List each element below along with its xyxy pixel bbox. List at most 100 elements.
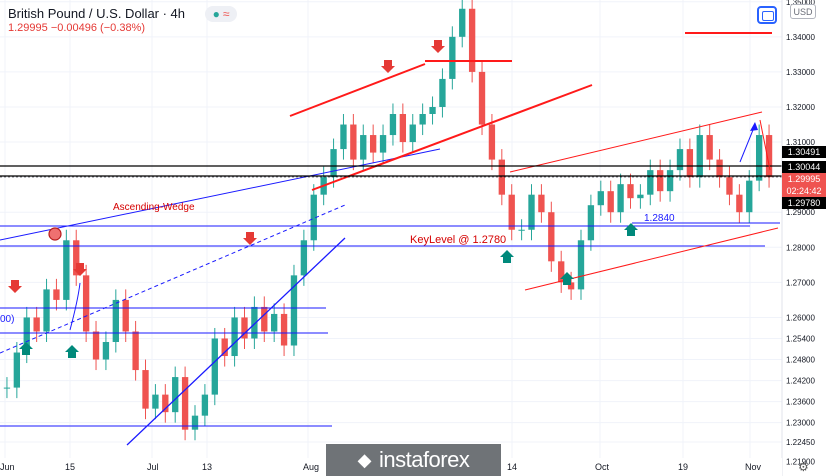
chart-annotations: Ascending-Wedge KeyLevel @ 1.2780 1.2840…	[0, 202, 675, 325]
candle-body	[647, 170, 654, 195]
y-tick-label: 1.21900	[786, 457, 815, 466]
projection-red-arrow	[759, 119, 771, 171]
candle-body	[290, 275, 298, 346]
candle-body	[82, 275, 90, 332]
candle-body	[43, 289, 50, 332]
rising-channel-lower	[524, 227, 779, 291]
signal-arrows	[8, 40, 638, 358]
y-tick-label: 1.26000	[786, 313, 815, 322]
buy-arrow-icon	[500, 250, 514, 263]
candle-body	[13, 352, 21, 388]
settings-gear-icon[interactable]: ⚙	[798, 460, 809, 474]
candle-body	[449, 36, 456, 79]
y-tick-label: 1.25400	[786, 334, 815, 343]
y-tick-label: 1.32000	[786, 103, 815, 112]
x-tick-label: Aug	[303, 462, 319, 472]
key-level-label: KeyLevel @ 1.2780	[410, 234, 506, 246]
candle-body	[231, 317, 238, 357]
small-blue-arrow	[69, 282, 81, 331]
channel-lower-red-line	[311, 84, 593, 191]
candle-body	[716, 159, 723, 178]
candle-body	[330, 149, 337, 178]
candle-body	[63, 240, 70, 300]
price-tag-level-b: 1.30044	[782, 161, 826, 173]
candle-body	[567, 282, 575, 290]
candle-body	[310, 194, 317, 241]
candle-body	[152, 394, 159, 409]
candle-body	[181, 377, 189, 430]
sell-arrow-icon	[431, 40, 445, 53]
x-tick-label: 19	[678, 462, 688, 472]
candle-body	[627, 184, 634, 199]
instaforex-logo-icon: ◆	[357, 449, 372, 470]
candle-body	[419, 114, 426, 125]
candle-body	[765, 135, 773, 178]
candle-body	[755, 135, 763, 181]
y-tick-label: 1.23000	[786, 419, 815, 428]
candle-body	[162, 394, 169, 413]
candle-body	[122, 299, 129, 332]
candle-body	[607, 191, 614, 213]
candle-body	[577, 240, 585, 290]
candle-body	[459, 8, 466, 37]
buy-arrow-icon	[624, 223, 638, 236]
x-tick-label: Nov	[745, 462, 762, 472]
x-tick-label: Jun	[0, 462, 15, 472]
price-tag-current: 1.29995	[782, 173, 826, 185]
price-tag-level-a: 1.30491	[782, 146, 826, 158]
x-tick-label: Jul	[147, 462, 159, 472]
dot-icon: ●	[212, 7, 220, 21]
y-tick-label: 1.29000	[786, 208, 815, 217]
candle-body	[201, 394, 209, 416]
candle-body	[558, 261, 565, 283]
candle-body	[548, 212, 555, 262]
candle-body	[399, 114, 407, 143]
chart-grid	[0, 0, 782, 462]
y-tick-label: 1.34000	[786, 33, 815, 42]
y-tick-label: 1.22450	[786, 438, 815, 447]
y-tick-label: 1.24800	[786, 356, 815, 365]
candle-body	[23, 317, 30, 353]
candle-body	[746, 180, 753, 213]
candle-body	[211, 338, 218, 395]
candle-body	[409, 124, 416, 143]
rising-channel-upper	[509, 111, 763, 173]
candle-body	[429, 106, 436, 114]
x-tick-label: 13	[202, 462, 212, 472]
candle-body	[488, 124, 496, 160]
currency-button[interactable]: USD	[790, 4, 816, 19]
candle-body	[538, 194, 545, 213]
candle-body	[92, 331, 100, 360]
x-tick-label: 14	[507, 462, 517, 472]
candle-body	[439, 78, 446, 107]
candle-body	[657, 170, 664, 192]
sell-arrow-icon	[73, 263, 87, 276]
candle-body	[478, 71, 486, 125]
candle-body	[518, 229, 525, 231]
candle-body	[736, 194, 743, 213]
y-tick-label: 1.31000	[786, 138, 815, 147]
support-level-label: 1.2840	[644, 213, 675, 224]
indicator-toggle[interactable]: ● ≈	[205, 6, 237, 22]
x-tick-label: Oct	[595, 462, 610, 472]
candle-body	[528, 194, 535, 230]
price-quote: 1.29995 −0.00496 (−0.38%)	[8, 22, 146, 34]
candle-body	[726, 177, 733, 195]
candle-body	[280, 313, 288, 346]
left-cut-label: 00)	[0, 314, 14, 325]
candle-body	[300, 240, 308, 276]
sell-arrow-icon	[243, 232, 257, 245]
screenshot-icon[interactable]	[757, 6, 777, 24]
axis-background	[782, 0, 826, 476]
y-tick-label: 1.24200	[786, 377, 815, 386]
candle-body	[696, 135, 703, 178]
x-tick-label: 15	[65, 462, 75, 472]
candle-body	[53, 289, 60, 300]
candle-body	[369, 135, 377, 153]
candle-body	[271, 313, 278, 332]
candle-body	[468, 8, 476, 72]
support-trendline	[126, 237, 346, 446]
candle-body	[102, 342, 110, 360]
candle-body	[379, 135, 387, 153]
